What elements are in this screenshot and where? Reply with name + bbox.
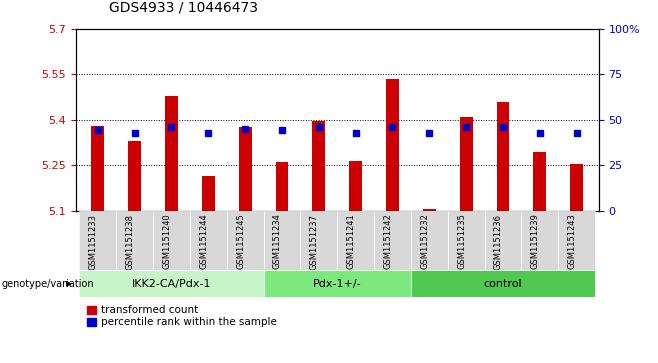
Bar: [447, 211, 484, 270]
Bar: [276, 162, 288, 211]
Bar: [497, 102, 509, 211]
Bar: [386, 79, 399, 211]
Legend: transformed count, percentile rank within the sample: transformed count, percentile rank withi…: [88, 305, 277, 327]
Bar: [313, 121, 325, 211]
Text: GSM1151234: GSM1151234: [273, 213, 282, 269]
Text: GSM1151245: GSM1151245: [236, 213, 245, 269]
Bar: [423, 209, 436, 211]
Bar: [202, 176, 215, 211]
Bar: [91, 126, 104, 211]
Text: GSM1151242: GSM1151242: [384, 213, 392, 269]
Text: GSM1151238: GSM1151238: [126, 213, 135, 270]
Bar: [411, 270, 595, 297]
Text: GSM1151235: GSM1151235: [457, 213, 466, 269]
Bar: [227, 211, 264, 270]
Bar: [80, 270, 264, 297]
Text: ▶: ▶: [66, 279, 72, 288]
Bar: [190, 211, 227, 270]
Bar: [534, 151, 546, 211]
Text: genotype/variation: genotype/variation: [1, 278, 94, 289]
Bar: [301, 211, 338, 270]
Bar: [558, 211, 595, 270]
Bar: [460, 117, 472, 211]
Text: GSM1151241: GSM1151241: [347, 213, 355, 269]
Bar: [128, 141, 141, 211]
Text: GSM1151244: GSM1151244: [199, 213, 209, 269]
Bar: [80, 211, 116, 270]
Text: GSM1151236: GSM1151236: [494, 213, 503, 270]
Bar: [521, 211, 558, 270]
Bar: [411, 211, 447, 270]
Text: GSM1151237: GSM1151237: [310, 213, 319, 270]
Bar: [570, 164, 583, 211]
Text: GSM1151243: GSM1151243: [568, 213, 576, 269]
Bar: [264, 211, 301, 270]
Bar: [374, 211, 411, 270]
Bar: [484, 211, 521, 270]
Bar: [165, 95, 178, 211]
Text: GSM1151239: GSM1151239: [531, 213, 540, 269]
Bar: [239, 127, 251, 211]
Text: GDS4933 / 10446473: GDS4933 / 10446473: [109, 0, 257, 15]
Text: Pdx-1+/-: Pdx-1+/-: [313, 278, 361, 289]
Bar: [349, 160, 362, 211]
Text: GSM1151240: GSM1151240: [163, 213, 172, 269]
Text: GSM1151233: GSM1151233: [89, 213, 98, 270]
Text: IKK2-CA/Pdx-1: IKK2-CA/Pdx-1: [132, 278, 211, 289]
Bar: [153, 211, 190, 270]
Bar: [264, 270, 411, 297]
Bar: [116, 211, 153, 270]
Text: control: control: [484, 278, 522, 289]
Text: GSM1151232: GSM1151232: [420, 213, 429, 269]
Bar: [338, 211, 374, 270]
